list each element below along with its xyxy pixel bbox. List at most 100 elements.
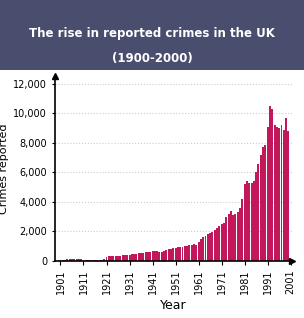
Bar: [138, 253, 140, 261]
Bar: [78, 259, 80, 261]
Bar: [223, 223, 225, 261]
Bar: [117, 256, 119, 261]
Bar: [230, 211, 232, 261]
Bar: [60, 259, 61, 261]
Bar: [165, 250, 167, 261]
Bar: [186, 245, 188, 261]
Bar: [191, 245, 193, 261]
Bar: [108, 257, 110, 261]
Bar: [71, 259, 73, 261]
Bar: [161, 252, 163, 261]
Text: (1900-2000): (1900-2000): [112, 52, 192, 65]
Bar: [163, 251, 165, 261]
Bar: [105, 257, 108, 261]
Bar: [149, 252, 151, 261]
Bar: [200, 239, 202, 261]
Bar: [158, 252, 161, 261]
Bar: [228, 214, 230, 261]
Bar: [281, 125, 282, 261]
Bar: [85, 260, 87, 261]
Bar: [154, 251, 156, 261]
Bar: [129, 255, 130, 261]
Bar: [205, 236, 206, 261]
Bar: [96, 260, 98, 261]
Bar: [119, 256, 121, 261]
Bar: [255, 172, 257, 261]
Bar: [248, 183, 250, 261]
Bar: [98, 260, 101, 261]
Bar: [237, 212, 239, 261]
Bar: [168, 249, 170, 261]
Bar: [110, 256, 112, 261]
Bar: [64, 259, 66, 261]
Bar: [209, 233, 211, 261]
Bar: [264, 145, 266, 261]
Bar: [181, 246, 184, 261]
Bar: [214, 230, 216, 261]
Text: The rise in reported crimes in the UK: The rise in reported crimes in the UK: [29, 27, 275, 40]
Bar: [193, 244, 195, 261]
Bar: [184, 246, 186, 261]
Bar: [82, 260, 85, 261]
Bar: [239, 208, 241, 261]
Bar: [170, 249, 172, 261]
Bar: [174, 247, 177, 261]
Bar: [278, 128, 280, 261]
Bar: [62, 259, 64, 261]
Bar: [92, 260, 94, 261]
Bar: [283, 130, 285, 261]
Bar: [177, 247, 179, 261]
Bar: [112, 256, 114, 261]
Bar: [250, 183, 253, 261]
Bar: [262, 147, 264, 261]
Bar: [69, 259, 71, 261]
Bar: [234, 214, 237, 261]
Bar: [156, 251, 158, 261]
Bar: [202, 237, 204, 261]
Bar: [126, 255, 128, 261]
Bar: [101, 260, 103, 261]
Bar: [179, 247, 181, 261]
Bar: [133, 254, 135, 261]
Bar: [276, 127, 278, 261]
Y-axis label: Crimes reported: Crimes reported: [0, 123, 9, 214]
Bar: [271, 109, 273, 261]
Bar: [212, 232, 213, 261]
Bar: [147, 252, 149, 261]
Bar: [246, 181, 248, 261]
Bar: [89, 260, 92, 261]
Bar: [188, 245, 190, 261]
Bar: [216, 228, 218, 261]
Bar: [267, 127, 269, 261]
Bar: [241, 199, 243, 261]
Bar: [274, 125, 275, 261]
Bar: [142, 253, 144, 261]
Bar: [195, 245, 197, 261]
Bar: [122, 255, 124, 261]
Bar: [221, 224, 223, 261]
Bar: [115, 256, 117, 261]
Bar: [218, 226, 220, 261]
Bar: [257, 163, 259, 261]
Bar: [172, 248, 174, 261]
Bar: [198, 242, 200, 261]
Bar: [103, 259, 105, 261]
Bar: [124, 255, 126, 261]
Bar: [232, 215, 234, 261]
Bar: [207, 234, 209, 261]
Bar: [94, 260, 96, 261]
Bar: [140, 253, 142, 261]
Bar: [73, 259, 75, 261]
Bar: [269, 106, 271, 261]
X-axis label: Year: Year: [160, 299, 187, 312]
Bar: [287, 131, 289, 261]
Bar: [244, 184, 246, 261]
Bar: [76, 259, 78, 261]
Bar: [131, 254, 133, 261]
Bar: [80, 259, 82, 261]
Bar: [152, 251, 154, 261]
Bar: [225, 217, 227, 261]
Bar: [285, 118, 287, 261]
Bar: [136, 254, 137, 261]
Bar: [145, 252, 147, 261]
